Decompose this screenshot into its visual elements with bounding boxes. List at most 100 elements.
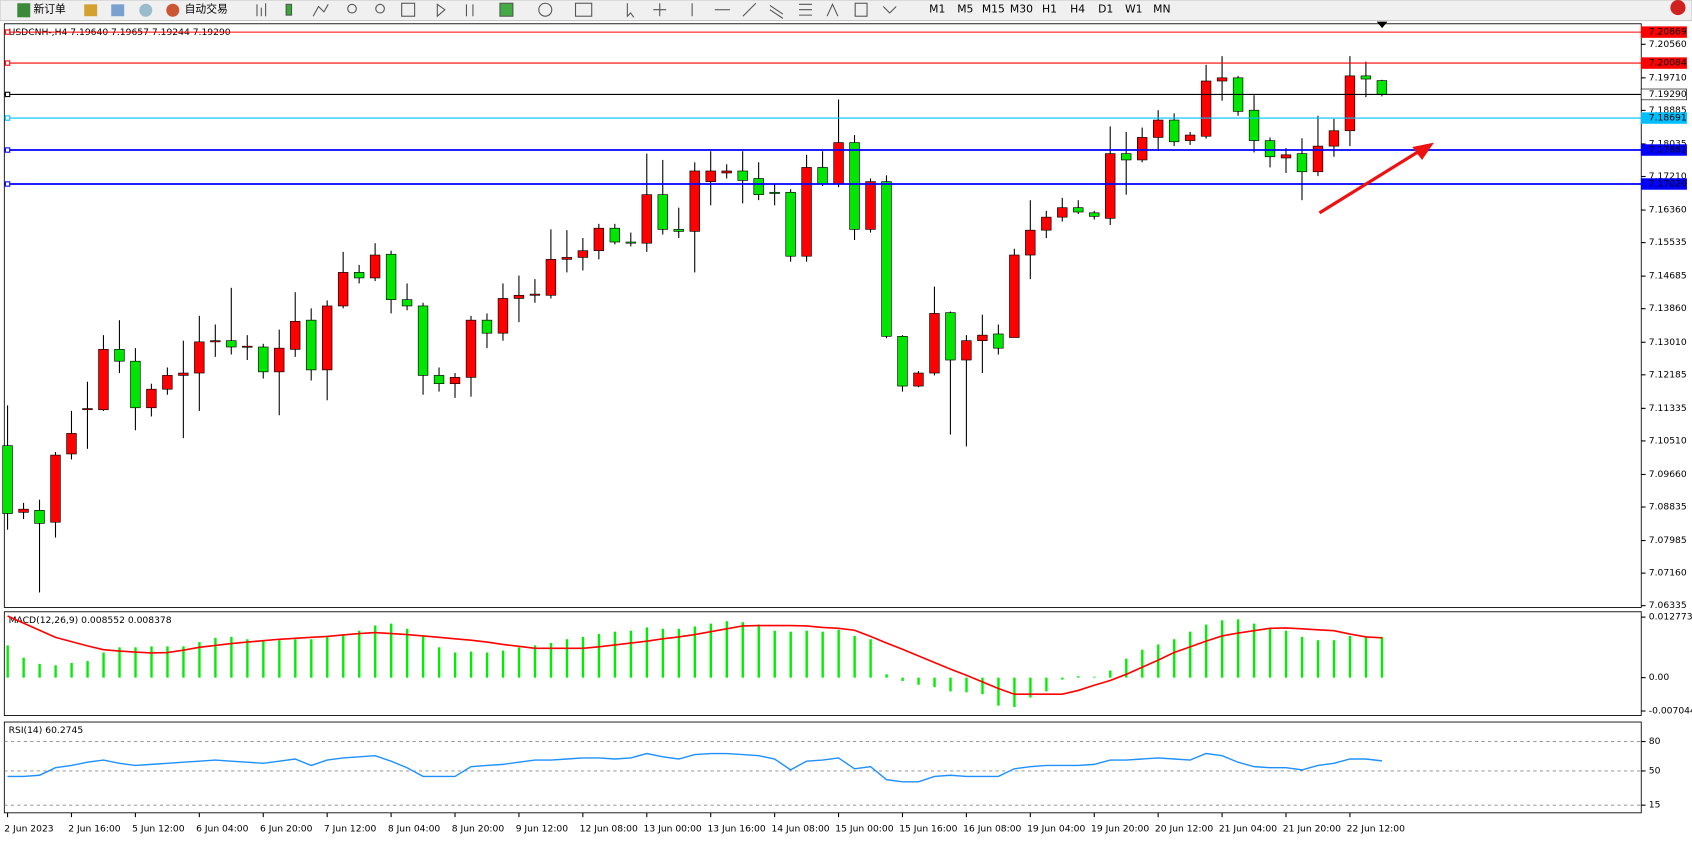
timeframe-button[interactable]: MN [1153,3,1170,16]
tool-icon[interactable] [139,3,153,17]
timeframe-button[interactable]: M30 [1010,3,1033,16]
candle-body [1360,75,1372,80]
trendline-icon[interactable] [742,2,757,17]
macd-bar [853,635,856,678]
y-tick-label: 7.19710 [1649,72,1687,83]
macd-bar [533,645,537,678]
x-tick-label: 21 Jun 20:00 [1283,824,1341,835]
macd-bar [1364,636,1368,678]
y-tick-label: 7.09660 [1649,469,1687,480]
candle-body [817,167,828,185]
main-panel-frame [3,23,1642,608]
macd-bar [869,639,872,678]
auto-trading-button[interactable]: 自动交易 [185,2,228,16]
y-tick-label: 0.00 [1649,672,1670,683]
tool-icon[interactable] [111,4,125,17]
candle-body [609,227,621,243]
signal-line [7,615,1382,696]
candle-body [290,321,301,350]
level-label-bg [1640,88,1687,101]
scroll-icon[interactable] [436,3,446,18]
candle-body [993,333,1004,349]
plot: USDCNH-,H4 7.19640 7.19657 7.19244 7.192… [2,26,1692,835]
macd-bar [597,634,601,678]
auto-trading-icon[interactable] [166,3,180,17]
candle-body [465,319,477,378]
alert-badge[interactable] [1670,0,1686,16]
macd-bar [86,661,89,678]
candle-body [929,313,940,374]
cursor-icon[interactable] [626,3,635,18]
macd-bar [949,677,952,692]
level-label-bg [1640,57,1687,69]
crosshair-icon[interactable] [653,3,667,17]
candle-icon[interactable] [285,3,293,16]
candle-body [385,253,397,300]
timeframe-button[interactable]: M1 [929,3,945,16]
shift-icon[interactable] [465,4,474,17]
y-tick-label: 7.16360 [1649,205,1687,216]
macd-bar [310,639,313,678]
candle-body [1184,134,1196,141]
y-tick-label: 7.12185 [1649,369,1687,380]
macd-bar [1189,631,1192,678]
macd-bar [198,642,201,678]
timeframe-button[interactable]: D1 [1098,3,1113,16]
new-order-button[interactable]: 新订单 [33,2,66,16]
macd-bar [22,657,25,678]
timeframe-button[interactable]: H4 [1070,3,1085,16]
macd-bar [1380,636,1384,678]
bar-chart-icon[interactable] [256,3,267,17]
templates-icon[interactable] [574,2,593,17]
periods-icon[interactable] [538,2,553,17]
panel-title: MACD(12,26,9) 0.008552 0.008378 [9,615,172,626]
level-label-bg [1640,112,1687,124]
arrows-icon[interactable] [882,6,897,14]
candle-body [306,319,317,371]
macd-bar [278,640,281,678]
y-tick-label: 7.13860 [1649,303,1687,314]
candle-body [274,347,285,373]
timeframe-button[interactable]: H1 [1042,3,1057,16]
line-icon[interactable] [312,4,329,17]
macd-bar [262,641,265,678]
new-order-icon[interactable] [17,3,31,18]
candle-body [577,250,589,258]
x-tick-label: 20 Jun 12:00 [1155,824,1213,835]
timeframe-button[interactable]: W1 [1125,3,1143,16]
candle-body [18,508,29,513]
macd-bar [629,630,633,678]
level-handle [4,115,11,121]
candle-body [865,181,876,230]
macd-bar [214,637,217,678]
candle-body [753,178,764,195]
level-label-bg [1640,178,1687,190]
zoom-out-icon[interactable] [375,3,385,14]
indicators-icon[interactable] [499,2,514,17]
macd-bar [549,643,553,678]
timeframe-button[interactable]: M5 [957,3,973,16]
macd-bar [1221,620,1224,678]
tile-icon[interactable] [401,2,416,17]
text-icon[interactable] [826,3,839,17]
macd-bar [805,630,808,678]
candle-body [130,360,141,409]
macd-bar [709,623,713,678]
timeframe-button[interactable]: M15 [982,3,1005,16]
zoom-in-icon[interactable] [347,3,357,14]
macd-bar [1252,623,1256,678]
macd-bar [1077,676,1080,678]
label-icon[interactable] [854,2,868,17]
tool-icon[interactable] [84,4,98,17]
candle-body [401,299,413,307]
level-label: 7.19290 [1649,89,1687,100]
candle-body [1152,119,1164,138]
candle-body [353,272,365,279]
channel-icon[interactable] [769,4,784,19]
macd-bar [1205,624,1208,678]
y-tick-label: 7.18885 [1649,105,1687,116]
level-label: 7.18691 [1649,113,1687,124]
macd-bar [981,677,984,695]
fibo-icon[interactable] [799,3,812,16]
